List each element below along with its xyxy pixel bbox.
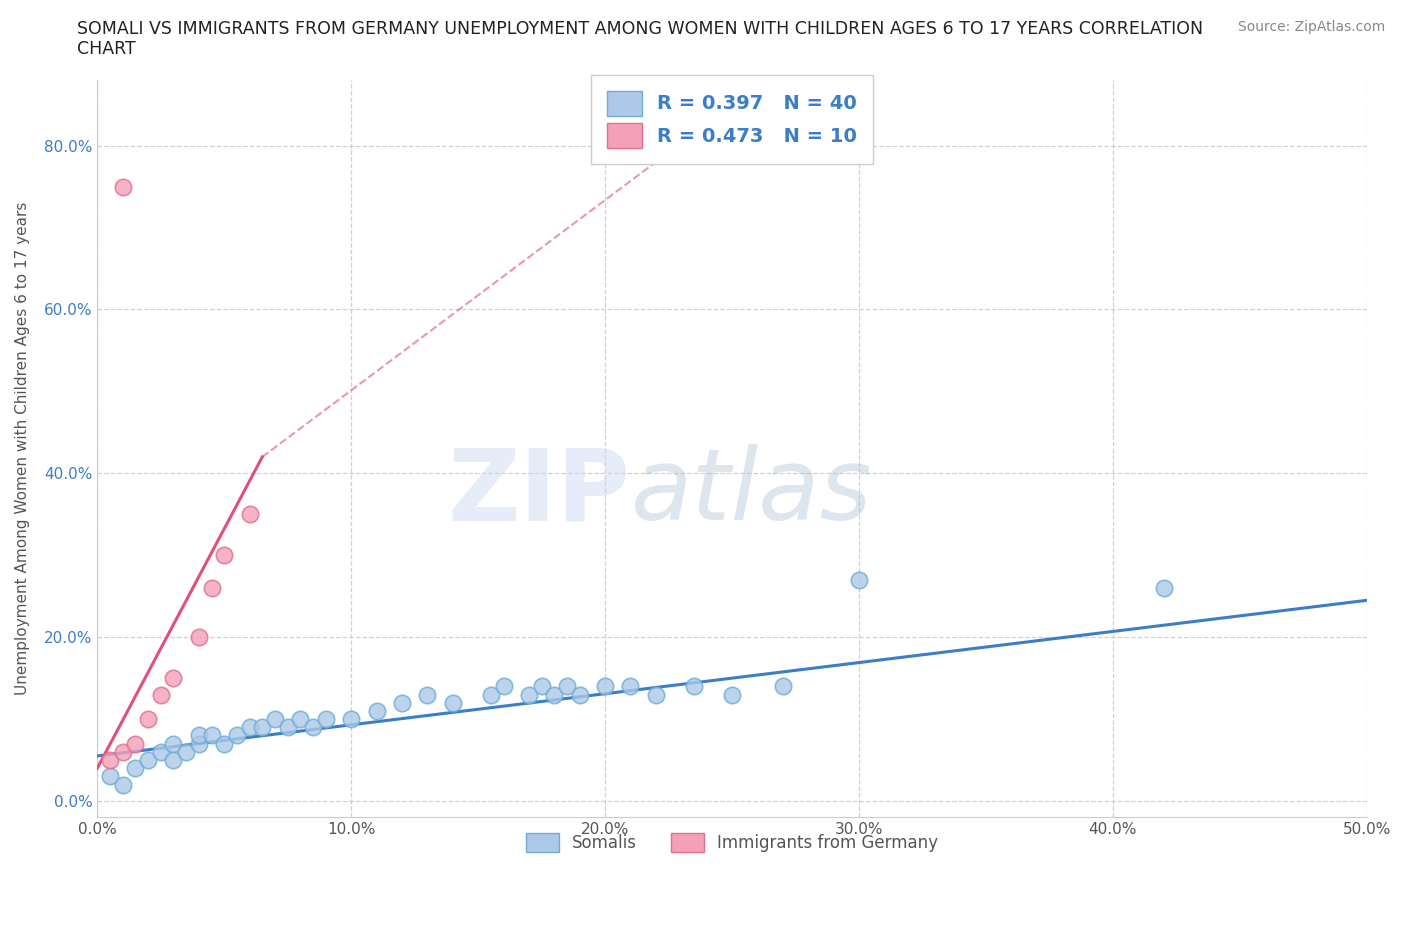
Point [302, 720, 325, 735]
Point [543, 687, 565, 702]
Point [555, 679, 578, 694]
Point [239, 507, 262, 522]
Point [98, 752, 121, 767]
Text: CHART: CHART [77, 40, 136, 58]
Point [721, 687, 744, 702]
Point [593, 679, 616, 694]
Text: Source: ZipAtlas.com: Source: ZipAtlas.com [1237, 20, 1385, 34]
Point [174, 744, 197, 759]
Point [111, 777, 134, 792]
Point [162, 737, 184, 751]
Point [200, 580, 222, 595]
Point [162, 752, 184, 767]
Point [111, 179, 134, 194]
Text: atlas: atlas [630, 445, 872, 541]
Point [124, 761, 146, 776]
Point [772, 679, 794, 694]
Point [290, 711, 312, 726]
Legend: Somalis, Immigrants from Germany: Somalis, Immigrants from Germany [517, 825, 946, 860]
Point [568, 687, 591, 702]
Point [136, 752, 159, 767]
Point [239, 720, 262, 735]
Point [391, 696, 413, 711]
Point [187, 737, 209, 751]
Text: ZIP: ZIP [447, 445, 630, 541]
Point [200, 728, 222, 743]
Point [264, 711, 287, 726]
Point [848, 572, 870, 587]
Point [644, 687, 666, 702]
Point [492, 679, 515, 694]
Point [225, 728, 247, 743]
Point [315, 711, 337, 726]
Point [252, 720, 274, 735]
Point [149, 744, 172, 759]
Text: SOMALI VS IMMIGRANTS FROM GERMANY UNEMPLOYMENT AMONG WOMEN WITH CHILDREN AGES 6 : SOMALI VS IMMIGRANTS FROM GERMANY UNEMPL… [77, 20, 1204, 38]
Point [212, 548, 235, 563]
Point [124, 737, 146, 751]
Point [517, 687, 540, 702]
Point [277, 720, 299, 735]
Point [98, 769, 121, 784]
Point [530, 679, 553, 694]
Point [111, 744, 134, 759]
Point [1153, 580, 1175, 595]
Point [162, 671, 184, 685]
Point [149, 687, 172, 702]
Point [441, 696, 464, 711]
Point [136, 711, 159, 726]
Point [683, 679, 706, 694]
Point [619, 679, 641, 694]
Point [416, 687, 439, 702]
Y-axis label: Unemployment Among Women with Children Ages 6 to 17 years: Unemployment Among Women with Children A… [15, 202, 30, 696]
Point [366, 703, 388, 718]
Point [187, 728, 209, 743]
Point [479, 687, 502, 702]
Point [212, 737, 235, 751]
Point [340, 711, 363, 726]
Point [187, 630, 209, 644]
